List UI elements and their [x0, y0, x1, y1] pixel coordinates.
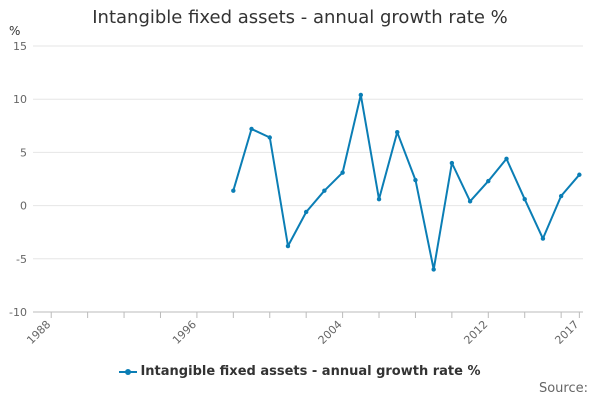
x-tick-label: 2012 [461, 318, 490, 347]
y-tick-label: -5 [16, 253, 27, 266]
data-point [449, 160, 455, 166]
y-axis-unit-label: % [9, 24, 20, 38]
data-point [413, 177, 418, 183]
data-point [431, 267, 436, 272]
source-label: Source: [538, 381, 588, 396]
data-point [395, 129, 400, 135]
data-point [540, 236, 546, 241]
y-tick-label: -10 [9, 306, 27, 319]
series-line [232, 93, 581, 271]
chart-title: Intangible fixed assets - annual growth … [92, 7, 508, 28]
y-tick-label: 15 [13, 40, 27, 53]
data-point [340, 170, 345, 175]
x-tick-label: 2017 [552, 318, 581, 347]
data-point [467, 199, 473, 204]
y-tick-label: 10 [13, 93, 27, 106]
data-point [358, 92, 364, 98]
data-point [522, 197, 527, 202]
legend[interactable]: Intangible fixed assets - annual growth … [0, 364, 600, 379]
x-tick-label: 1988 [24, 318, 53, 347]
data-point [558, 193, 564, 199]
x-tick-label: 2004 [316, 318, 345, 347]
data-point [303, 209, 309, 215]
data-point [231, 188, 236, 193]
data-point [376, 197, 382, 202]
data-point [249, 126, 254, 132]
legend-label: Intangible fixed assets - annual growth … [140, 364, 481, 379]
data-point [577, 172, 582, 177]
data-point [267, 135, 272, 140]
y-tick-label: 0 [20, 200, 27, 213]
data-point [504, 156, 509, 161]
y-tick-label: 5 [20, 146, 27, 159]
data-point [322, 188, 327, 193]
data-point [486, 178, 491, 184]
data-point [285, 243, 291, 249]
x-tick-label: 1996 [170, 318, 199, 347]
legend-line-marker-icon [119, 367, 138, 377]
